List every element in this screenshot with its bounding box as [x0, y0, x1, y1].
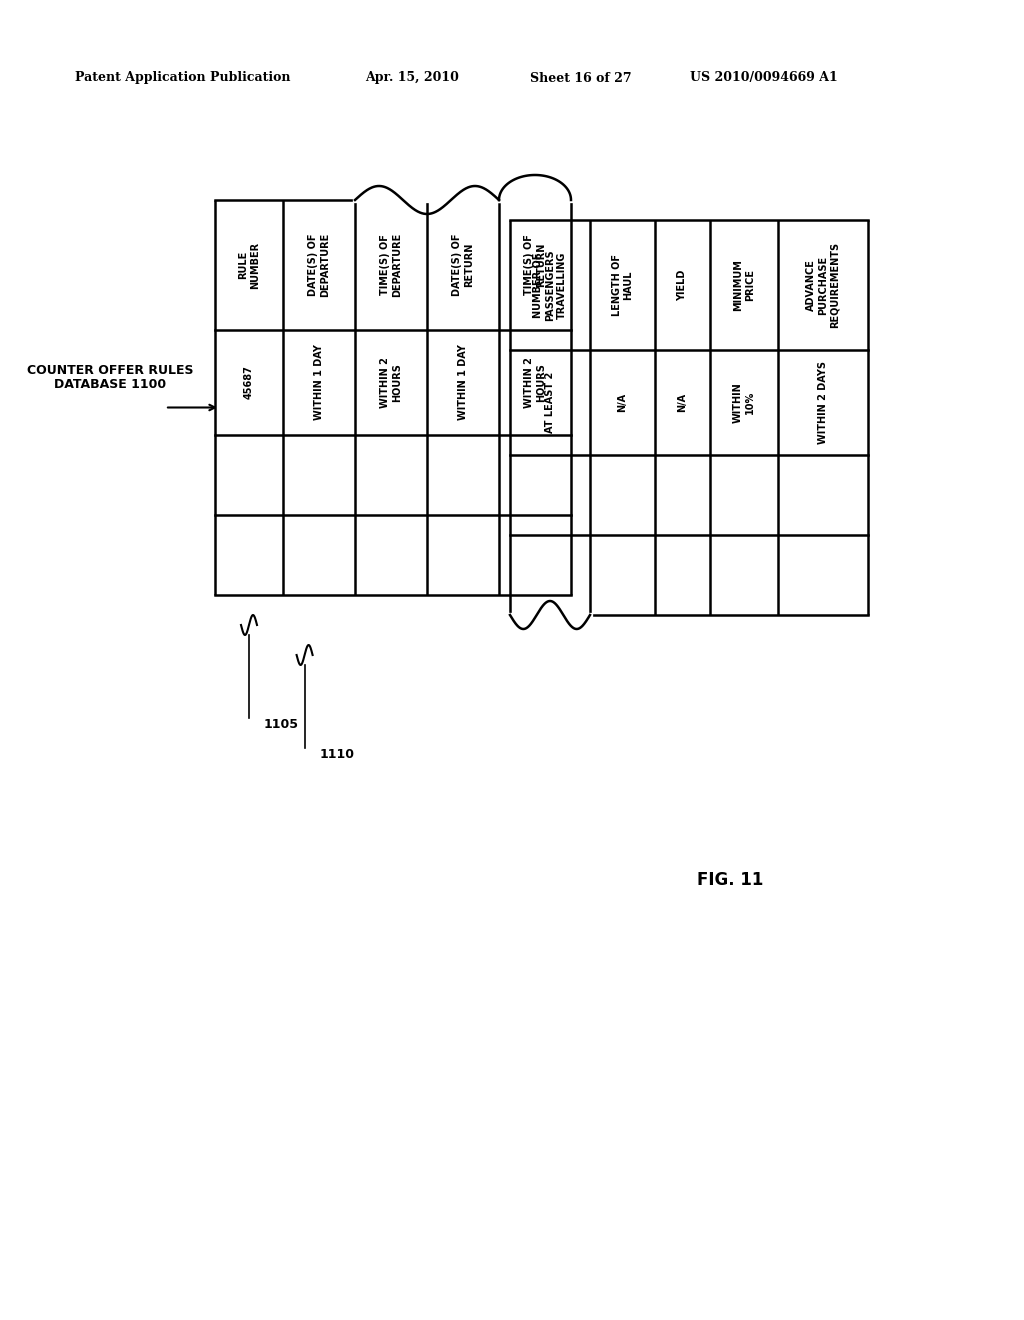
Text: RULE
NUMBER: RULE NUMBER: [239, 242, 260, 289]
Text: DATE(S) OF
RETURN: DATE(S) OF RETURN: [453, 234, 474, 296]
Text: NUMBER OF
PASSENGERS
TRAVELLING: NUMBER OF PASSENGERS TRAVELLING: [534, 249, 566, 321]
Text: 1110: 1110: [319, 748, 354, 762]
Text: LENGTH OF
HAUL: LENGTH OF HAUL: [611, 253, 633, 315]
Text: 45687: 45687: [244, 366, 254, 400]
Text: TIME(S) OF
RETURN: TIME(S) OF RETURN: [524, 235, 546, 296]
Text: COUNTER OFFER RULES
DATABASE 1100: COUNTER OFFER RULES DATABASE 1100: [27, 363, 194, 392]
Text: WITHIN 2
HOURS: WITHIN 2 HOURS: [524, 358, 546, 408]
Text: WITHIN 1 DAY: WITHIN 1 DAY: [314, 345, 324, 421]
Text: N/A: N/A: [678, 393, 687, 412]
Text: WITHIN 2 DAYS: WITHIN 2 DAYS: [818, 360, 828, 444]
Text: Apr. 15, 2010: Apr. 15, 2010: [365, 71, 459, 84]
Text: YIELD: YIELD: [678, 269, 687, 301]
Text: US 2010/0094669 A1: US 2010/0094669 A1: [690, 71, 838, 84]
Text: Sheet 16 of 27: Sheet 16 of 27: [530, 71, 632, 84]
Text: 1105: 1105: [264, 718, 299, 731]
Text: FIG. 11: FIG. 11: [696, 871, 763, 888]
Text: WITHIN 2
HOURS: WITHIN 2 HOURS: [380, 358, 401, 408]
Text: WITHIN
10%: WITHIN 10%: [733, 381, 755, 422]
Text: N/A: N/A: [617, 393, 628, 412]
Text: ADVANCE
PURCHASE
REQUIREMENTS: ADVANCE PURCHASE REQUIREMENTS: [807, 242, 840, 329]
Text: AT LEAST 2: AT LEAST 2: [545, 372, 555, 433]
Text: Patent Application Publication: Patent Application Publication: [75, 71, 291, 84]
Text: DATE(S) OF
DEPARTURE: DATE(S) OF DEPARTURE: [308, 232, 330, 297]
Text: MINIMUM
PRICE: MINIMUM PRICE: [733, 259, 755, 312]
Text: WITHIN 1 DAY: WITHIN 1 DAY: [458, 345, 468, 421]
Text: TIME(S) OF
DEPARTURE: TIME(S) OF DEPARTURE: [380, 232, 401, 297]
